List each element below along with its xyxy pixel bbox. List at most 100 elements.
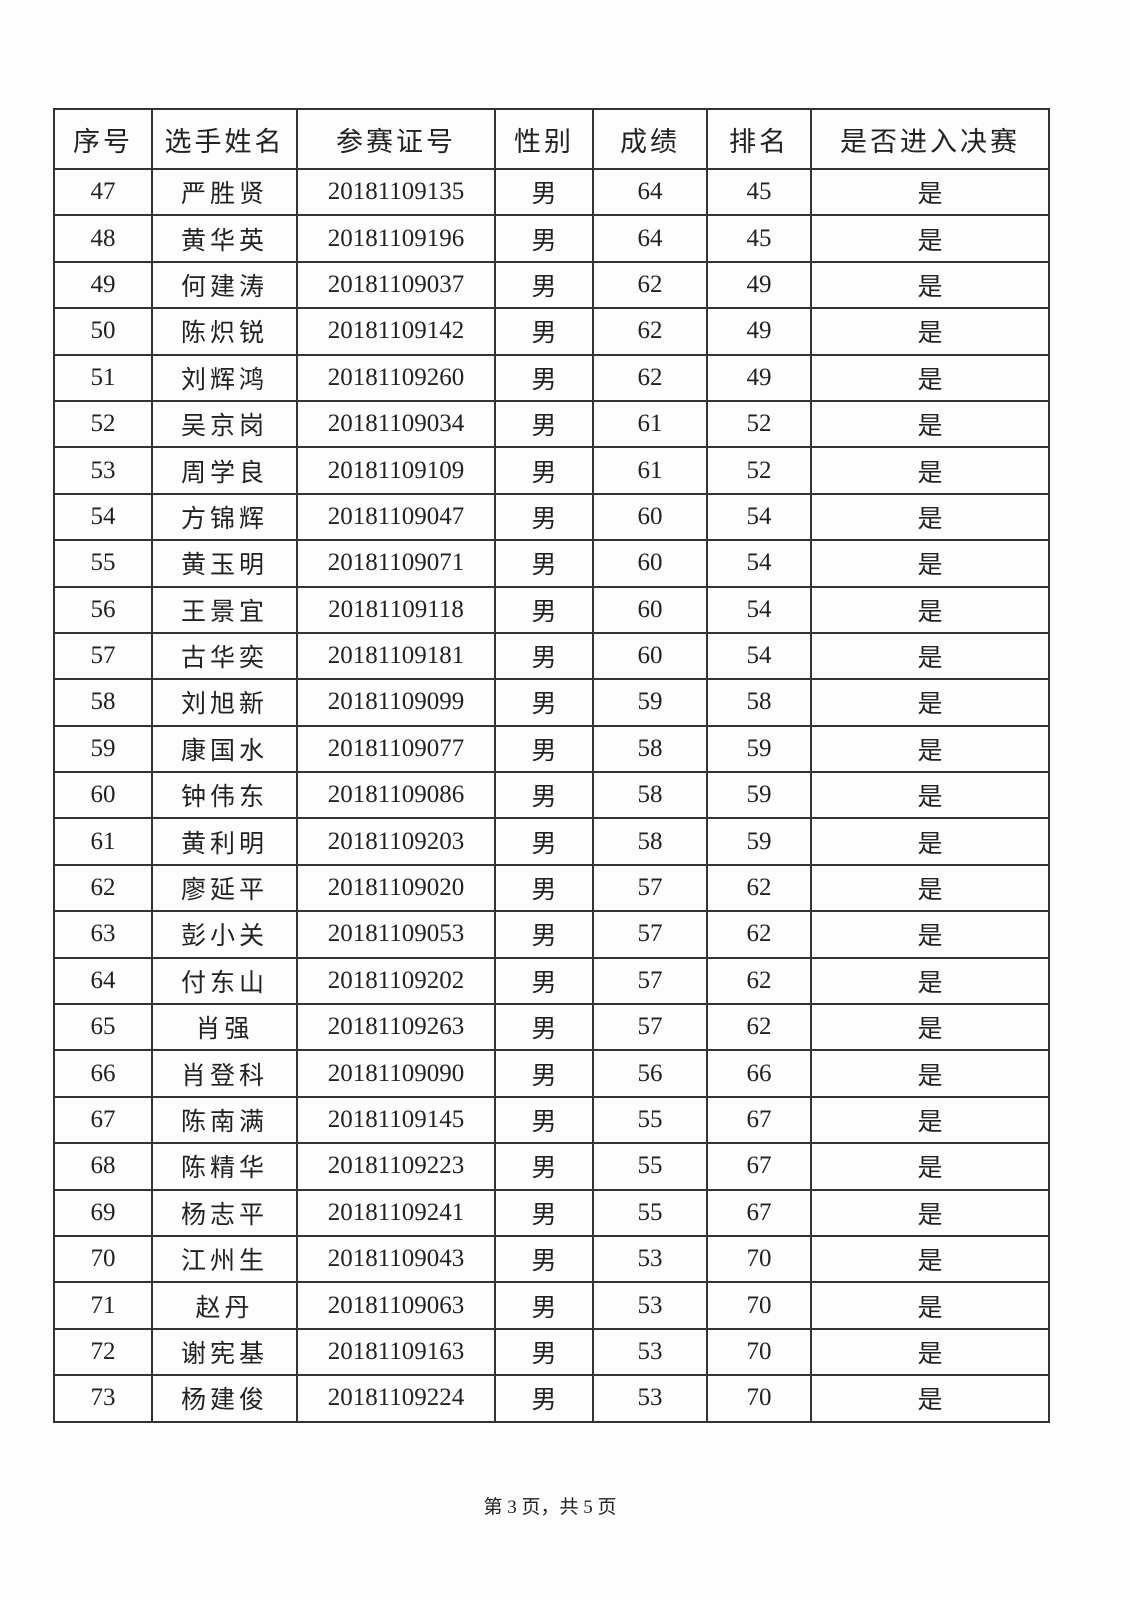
cell-rank: 59 <box>706 724 812 774</box>
cell-rank: 52 <box>706 399 812 449</box>
col-header-rank: 排名 <box>706 108 812 170</box>
cell-name: 杨建俊 <box>151 1374 298 1423</box>
cell-gender: 男 <box>494 678 594 727</box>
cell-gender: 男 <box>494 910 594 959</box>
cell-index: 49 <box>53 260 153 310</box>
table-header-row: 序号 选手姓名 参赛证号 性别 成绩 排名 是否进入决赛 <box>53 108 1050 170</box>
table-row: 66 肖登科 20181109090 男 56 66 是 <box>53 1049 1050 1098</box>
cell-final: 是 <box>810 585 1050 634</box>
cell-name: 赵丹 <box>151 1281 298 1330</box>
cell-rank: 62 <box>706 910 812 959</box>
cell-score: 62 <box>592 260 708 310</box>
cell-final: 是 <box>810 631 1050 681</box>
cell-score: 58 <box>592 771 708 820</box>
cell-score: 61 <box>592 446 708 495</box>
cell-index: 47 <box>53 167 153 217</box>
table-row: 49 何建涛 20181109037 男 62 49 是 <box>53 260 1050 310</box>
cell-rank: 70 <box>706 1374 812 1423</box>
cell-name: 刘旭新 <box>151 678 298 727</box>
cell-name: 江州生 <box>151 1234 298 1284</box>
cell-final: 是 <box>810 771 1050 820</box>
cell-gender: 男 <box>494 167 594 217</box>
cell-final: 是 <box>810 1234 1050 1284</box>
cell-rank: 49 <box>706 260 812 310</box>
cell-score: 55 <box>592 1188 708 1237</box>
table-row: 69 杨志平 20181109241 男 55 67 是 <box>53 1188 1050 1237</box>
cell-name: 付东山 <box>151 956 298 1006</box>
cell-name: 方锦辉 <box>151 492 298 542</box>
col-header-gender: 性别 <box>494 108 594 170</box>
cell-rank: 54 <box>706 585 812 634</box>
cell-final: 是 <box>810 1049 1050 1098</box>
cell-score: 64 <box>592 167 708 217</box>
cell-gender: 男 <box>494 399 594 449</box>
cell-score: 60 <box>592 492 708 542</box>
cell-final: 是 <box>810 167 1050 217</box>
cell-index: 63 <box>53 910 153 959</box>
cell-final: 是 <box>810 1281 1050 1330</box>
table-row: 67 陈南满 20181109145 男 55 67 是 <box>53 1095 1050 1145</box>
cell-id: 20181109241 <box>296 1188 496 1237</box>
cell-id: 20181109260 <box>296 353 496 402</box>
cell-id: 20181109053 <box>296 910 496 959</box>
cell-final: 是 <box>810 539 1050 588</box>
cell-score: 62 <box>592 353 708 402</box>
cell-name: 黄玉明 <box>151 539 298 588</box>
table-row: 63 彭小关 20181109053 男 57 62 是 <box>53 910 1050 959</box>
cell-final: 是 <box>810 910 1050 959</box>
cell-rank: 67 <box>706 1095 812 1145</box>
cell-rank: 45 <box>706 167 812 217</box>
cell-name: 何建涛 <box>151 260 298 310</box>
cell-index: 65 <box>53 1003 153 1052</box>
table-row: 55 黄玉明 20181109071 男 60 54 是 <box>53 539 1050 588</box>
table-row: 57 古华奕 20181109181 男 60 54 是 <box>53 631 1050 681</box>
cell-name: 黄华英 <box>151 214 298 263</box>
cell-name: 廖延平 <box>151 863 298 913</box>
cell-score: 57 <box>592 1003 708 1052</box>
cell-final: 是 <box>810 1095 1050 1145</box>
cell-gender: 男 <box>494 260 594 310</box>
cell-final: 是 <box>810 446 1050 495</box>
cell-index: 61 <box>53 817 153 866</box>
cell-score: 53 <box>592 1281 708 1330</box>
cell-rank: 59 <box>706 771 812 820</box>
cell-rank: 49 <box>706 353 812 402</box>
cell-id: 20181109224 <box>296 1374 496 1423</box>
cell-id: 20181109223 <box>296 1142 496 1191</box>
cell-id: 20181109099 <box>296 678 496 727</box>
cell-gender: 男 <box>494 1188 594 1237</box>
cell-score: 59 <box>592 678 708 727</box>
table-row: 71 赵丹 20181109063 男 53 70 是 <box>53 1281 1050 1330</box>
cell-gender: 男 <box>494 1142 594 1191</box>
table-row: 72 谢宪基 20181109163 男 53 70 是 <box>53 1327 1050 1377</box>
cell-rank: 54 <box>706 631 812 681</box>
table-row: 73 杨建俊 20181109224 男 53 70 是 <box>53 1374 1050 1423</box>
cell-id: 20181109090 <box>296 1049 496 1098</box>
cell-name: 吴京岗 <box>151 399 298 449</box>
cell-id: 20181109020 <box>296 863 496 913</box>
col-header-index: 序号 <box>53 108 153 170</box>
cell-id: 20181109142 <box>296 307 496 356</box>
cell-index: 53 <box>53 446 153 495</box>
cell-gender: 男 <box>494 1095 594 1145</box>
cell-name: 谢宪基 <box>151 1327 298 1377</box>
cell-index: 50 <box>53 307 153 356</box>
cell-name: 肖登科 <box>151 1049 298 1098</box>
cell-gender: 男 <box>494 956 594 1006</box>
table-row: 70 江州生 20181109043 男 53 70 是 <box>53 1234 1050 1284</box>
cell-name: 彭小关 <box>151 910 298 959</box>
cell-id: 20181109145 <box>296 1095 496 1145</box>
cell-index: 67 <box>53 1095 153 1145</box>
cell-index: 69 <box>53 1188 153 1237</box>
cell-score: 58 <box>592 817 708 866</box>
cell-index: 57 <box>53 631 153 681</box>
cell-name: 周学良 <box>151 446 298 495</box>
cell-score: 61 <box>592 399 708 449</box>
cell-id: 20181109034 <box>296 399 496 449</box>
cell-gender: 男 <box>494 1327 594 1377</box>
cell-index: 51 <box>53 353 153 402</box>
results-table: 序号 选手姓名 参赛证号 性别 成绩 排名 是否进入决赛 47 严胜贤 20181109135 男… <box>53 108 1050 1423</box>
cell-id: 20181109196 <box>296 214 496 263</box>
table-row: 65 肖强 20181109263 男 57 62 是 <box>53 1003 1050 1052</box>
cell-score: 60 <box>592 585 708 634</box>
